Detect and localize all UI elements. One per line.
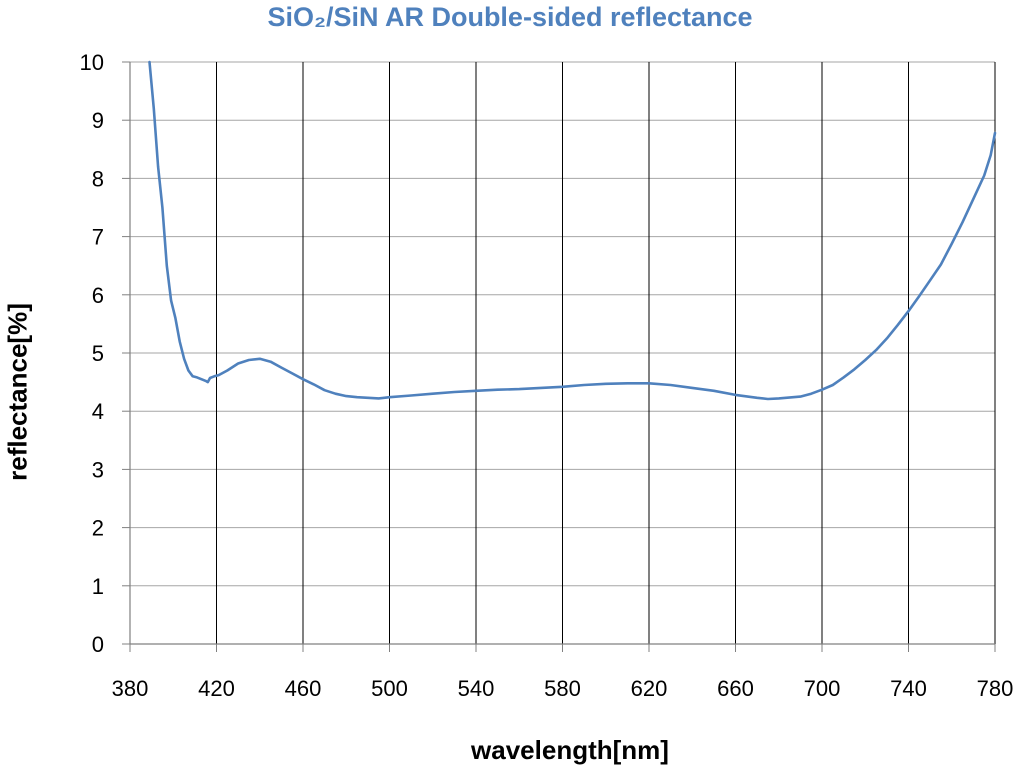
y-tick-label: 4	[92, 399, 104, 424]
y-tick-label: 7	[92, 225, 104, 250]
x-axis-label: wavelength[nm]	[471, 735, 669, 765]
x-tick-label: 380	[112, 676, 149, 701]
y-axis-label: reflectance[%]	[2, 303, 33, 481]
x-tick-label: 460	[285, 676, 322, 701]
x-tick-label: 660	[717, 676, 754, 701]
x-tick-label: 740	[890, 676, 927, 701]
series-line	[148, 60, 997, 401]
x-tick-label: 420	[198, 676, 235, 701]
y-tick-label: 10	[80, 50, 104, 75]
y-tick-label: 1	[92, 574, 104, 599]
chart-title: SiO₂/SiN AR Double-sided reflectance	[267, 2, 753, 32]
x-tick-label: 580	[544, 676, 581, 701]
y-tick-label: 6	[92, 283, 104, 308]
y-tick-label: 2	[92, 516, 104, 541]
x-tick-label: 500	[371, 676, 408, 701]
y-tick-label: 3	[92, 457, 104, 482]
x-tick-label: 540	[458, 676, 495, 701]
y-tick-label: 9	[92, 108, 104, 133]
x-tick-label: 780	[977, 676, 1014, 701]
x-tick-label: 620	[631, 676, 668, 701]
y-tick-label: 5	[92, 341, 104, 366]
x-tick-label: 700	[804, 676, 841, 701]
y-tick-label: 8	[92, 166, 104, 191]
y-tick-label: 0	[92, 632, 104, 657]
